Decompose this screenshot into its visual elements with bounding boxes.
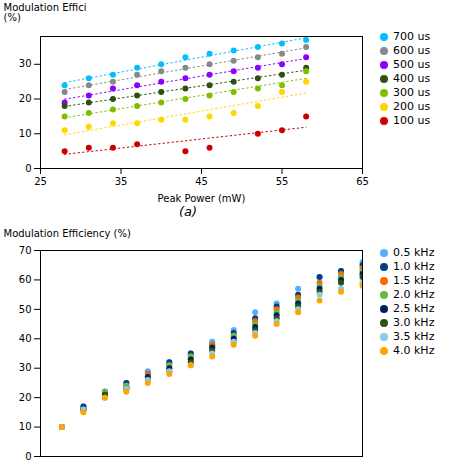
html-text:400 us: 400 us <box>393 72 431 85</box>
html-text:2.5 kHz: 2.5 kHz <box>393 302 435 315</box>
svg-text:Modulation Efficiency (%): Modulation Efficiency (%) <box>4 228 131 239</box>
svg-text:65: 65 <box>356 176 369 187</box>
svg-text:35: 35 <box>115 176 128 187</box>
html-text:500 us: 500 us <box>393 58 431 71</box>
svg-text:10: 10 <box>19 421 32 432</box>
svg-text:40: 40 <box>19 333 32 344</box>
svg-text:Modulation Effici(%): Modulation Effici(%) <box>4 2 87 23</box>
html-text:3.0 kHz: 3.0 kHz <box>393 316 435 329</box>
html-text:300 us: 300 us <box>393 86 431 99</box>
html-text:0.5 kHz: 0.5 kHz <box>393 246 435 259</box>
svg-text:20: 20 <box>19 93 32 104</box>
html-text:3.5 kHz: 3.5 kHz <box>393 330 435 343</box>
svg-text:0: 0 <box>25 451 31 462</box>
html-text:1.0 kHz: 1.0 kHz <box>393 260 435 273</box>
svg-text:0: 0 <box>25 163 31 174</box>
svg-text:10: 10 <box>19 128 32 139</box>
html-text:4.0 kHz: 4.0 kHz <box>393 344 435 357</box>
svg-text:50: 50 <box>19 304 32 315</box>
svg-text:25: 25 <box>34 176 47 187</box>
html-text:(a): (a) <box>178 204 198 219</box>
html-text:700 us: 700 us <box>393 30 431 43</box>
svg-text:70: 70 <box>19 245 32 256</box>
html-text:100 us: 100 us <box>393 114 431 127</box>
html-text:1.5 kHz: 1.5 kHz <box>393 274 435 287</box>
svg-text:45: 45 <box>195 176 208 187</box>
svg-text:30: 30 <box>19 58 32 69</box>
html-text:200 us: 200 us <box>393 100 431 113</box>
svg-text:55: 55 <box>276 176 289 187</box>
svg-text:Peak Power (mW): Peak Power (mW) <box>158 193 246 204</box>
html-text:2.0 kHz: 2.0 kHz <box>393 288 435 301</box>
svg-text:20: 20 <box>19 392 32 403</box>
html-text:600 us: 600 us <box>393 44 431 57</box>
svg-text:30: 30 <box>19 362 32 373</box>
svg-text:60: 60 <box>19 274 32 285</box>
